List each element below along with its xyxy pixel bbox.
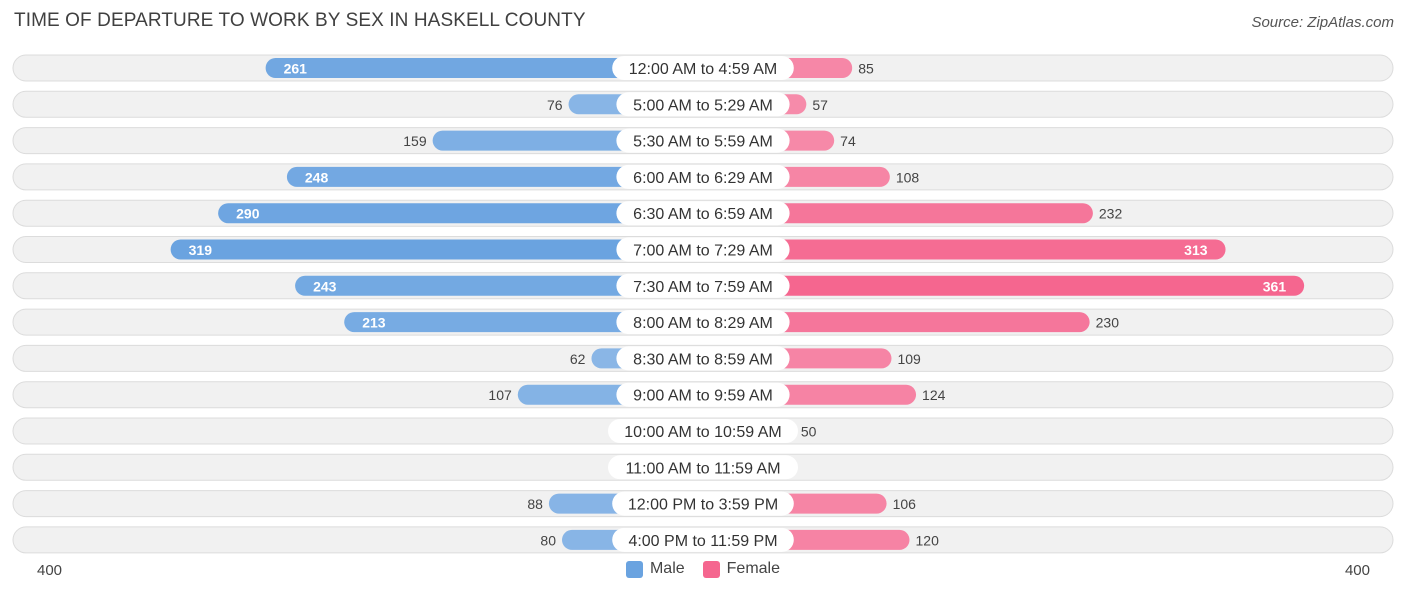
category-pill <box>612 491 794 516</box>
axis-right-max-label: 400 <box>1344 562 1370 579</box>
chart-legend: Male Female <box>0 560 1406 578</box>
male-value-label: 243 <box>313 278 337 294</box>
category-label: 6:00 AM to 6:29 AM <box>633 170 773 187</box>
category-pill <box>616 273 790 298</box>
category-label: 7:00 AM to 7:29 AM <box>633 243 773 260</box>
male-value-label: 290 <box>236 206 260 222</box>
category-pill <box>616 201 790 226</box>
male-value-label: 80 <box>540 532 556 548</box>
category-pill <box>616 237 790 262</box>
category-pill <box>612 56 794 80</box>
female-bar <box>703 203 1093 224</box>
category-label: 11:00 AM to 11:59 AM <box>625 460 780 477</box>
female-value-label: 57 <box>812 97 828 113</box>
legend-swatch-male <box>625 560 643 578</box>
category-label: 8:30 AM to 8:59 AM <box>633 351 773 368</box>
category-label: 5:00 AM to 5:29 AM <box>633 97 773 114</box>
female-bar <box>703 275 1305 296</box>
chart-source: Source: ZipAtlas.com <box>1251 14 1394 31</box>
category-pill <box>608 419 798 443</box>
male-value-label: 88 <box>527 496 543 512</box>
female-bar <box>703 239 1226 260</box>
female-value-label: 106 <box>893 496 917 512</box>
category-pill <box>616 128 790 153</box>
category-pill <box>616 346 790 371</box>
legend-item-female[interactable]: Female <box>702 560 781 578</box>
male-value-label: 159 <box>403 133 427 149</box>
female-value-label: 230 <box>1096 315 1120 331</box>
category-label: 7:30 AM to 7:59 AM <box>633 279 773 296</box>
category-label: 10:00 AM to 10:59 AM <box>624 424 781 441</box>
category-label: 12:00 AM to 4:59 AM <box>629 61 778 78</box>
male-value-label: 213 <box>362 315 386 331</box>
female-bar <box>703 312 1090 333</box>
category-pill <box>608 455 798 480</box>
category-pill <box>616 382 790 407</box>
male-value-label: 76 <box>547 97 563 113</box>
category-label: 6:30 AM to 6:59 AM <box>633 206 773 223</box>
diverging-bar-chart: 261 85 12:00 AM to 4:59 AM 76 57 5:00 AM to 5… <box>12 54 1394 554</box>
male-value-label: 319 <box>189 242 213 258</box>
male-value-label: 107 <box>488 387 512 403</box>
female-value-label: 85 <box>858 61 874 77</box>
legend-swatch-female <box>702 560 720 578</box>
category-label: 4:00 PM to 11:59 PM <box>628 533 777 550</box>
female-value-label: 361 <box>1263 278 1287 294</box>
legend-item-male[interactable]: Male <box>625 560 685 578</box>
category-label: 8:00 AM to 8:29 AM <box>633 315 773 332</box>
legend-label-female: Female <box>726 560 781 577</box>
category-label: 5:30 AM to 5:59 AM <box>633 134 773 151</box>
chart-title: TIME OF DEPARTURE TO WORK BY SEX IN HASK… <box>14 10 586 31</box>
female-value-label: 74 <box>840 133 856 149</box>
category-pill <box>616 92 790 117</box>
female-value-label: 120 <box>916 532 940 548</box>
male-value-label: 261 <box>284 61 308 77</box>
category-label: 12:00 PM to 3:59 PM <box>628 497 778 514</box>
female-value-label: 232 <box>1099 206 1123 222</box>
female-value-label: 313 <box>1184 242 1208 258</box>
male-bar <box>218 203 703 224</box>
female-value-label: 109 <box>897 351 921 367</box>
female-value-label: 50 <box>801 424 817 440</box>
category-pill <box>616 164 790 189</box>
male-bar <box>286 166 703 187</box>
category-label: 9:00 AM to 9:59 AM <box>633 388 773 405</box>
male-bar <box>170 239 703 260</box>
male-bar <box>344 312 703 333</box>
category-pill <box>616 310 790 335</box>
legend-label-male: Male <box>649 560 685 577</box>
category-pill <box>612 527 794 552</box>
male-value-label: 248 <box>305 169 329 185</box>
female-value-label: 108 <box>896 169 920 185</box>
male-bar <box>295 275 703 296</box>
male-bar <box>265 58 703 78</box>
female-value-label: 124 <box>922 387 946 403</box>
axis-left-max-label: 400 <box>37 562 63 579</box>
male-value-label: 62 <box>570 351 586 367</box>
